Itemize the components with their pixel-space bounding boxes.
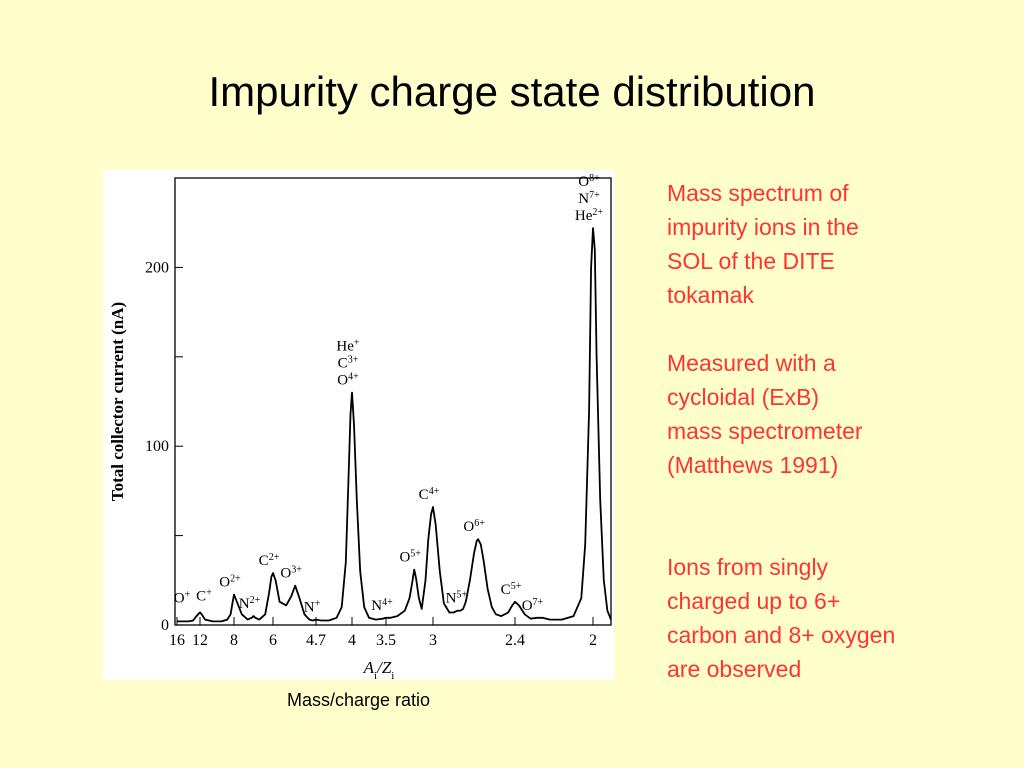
- peak-label-charge: +: [354, 337, 360, 348]
- peak-label-charge: 2+: [250, 595, 261, 606]
- peak-label-charge: 2+: [592, 207, 603, 218]
- peak-label: N7+: [578, 190, 600, 208]
- peak-label-element: O: [399, 550, 410, 566]
- peak-label-element: O: [522, 598, 533, 614]
- peak-label-element: He: [575, 208, 593, 224]
- peak-label-charge: 4+: [348, 371, 359, 382]
- peak-label: O+: [174, 589, 191, 607]
- peak-label: O8+: [578, 173, 600, 191]
- peak-label-charge: 3+: [291, 564, 302, 575]
- peak-label-charge: 2+: [230, 573, 241, 584]
- peak-label-element: C: [338, 356, 348, 372]
- peak-label-charge: 6+: [474, 518, 485, 529]
- peak-label-element: O: [219, 575, 230, 591]
- peak-label-charge: +: [185, 589, 191, 600]
- peak-label: N5+: [446, 589, 468, 607]
- note-spectrum-description: Mass spectrum of impurity ions in the SO…: [667, 180, 859, 308]
- peak-label-charge: 4+: [429, 485, 440, 496]
- spectrum-figure: 0 100 200 Total collector current (nA) 16 12 8…: [103, 170, 614, 680]
- plot-frame: [174, 177, 612, 626]
- x-axis-label-part: /Z: [376, 658, 392, 677]
- peak-label: He+: [336, 337, 360, 355]
- peak-label-element: O: [280, 566, 291, 582]
- x-tick-label: 6: [269, 632, 277, 649]
- slide-title: Impurity charge state distribution: [208, 68, 816, 115]
- peak-label-charge: 8+: [589, 173, 600, 184]
- peak-label-charge: 2+: [269, 552, 280, 563]
- peak-label-element: N: [446, 591, 457, 607]
- x-tick-label: 3: [429, 632, 437, 649]
- peak-label-element: C: [196, 588, 206, 604]
- peak-label-charge: 5+: [410, 548, 421, 559]
- y-tick-label: 0: [161, 617, 169, 634]
- x-tick-label: 4: [348, 632, 356, 649]
- x-tick-label: 2: [589, 632, 597, 649]
- peak-label-element: N: [304, 600, 315, 616]
- peak-label: O2+: [219, 573, 241, 591]
- x-axis-label-subscript: i: [391, 670, 394, 680]
- peak-label-element: N: [239, 596, 250, 612]
- peak-label: N4+: [371, 596, 393, 614]
- peak-label-element: O: [578, 174, 589, 190]
- y-axis-label: Total collector current (nA): [108, 302, 127, 501]
- peak-label: O6+: [463, 518, 485, 536]
- peak-label-element: C: [419, 487, 429, 503]
- peak-label-element: C: [501, 582, 511, 598]
- x-tick-label: 12: [192, 632, 208, 649]
- peak-label: C5+: [501, 580, 522, 598]
- peak-label-charge: +: [206, 587, 212, 598]
- y-tick-label: 100: [145, 438, 169, 455]
- peak-label-element: He: [336, 339, 354, 355]
- peak-label-element: O: [174, 590, 185, 606]
- peak-label: C+: [196, 587, 212, 605]
- peak-label-charge: 7+: [589, 190, 600, 201]
- peak-label: C3+: [338, 354, 359, 372]
- peak-label: O4+: [337, 371, 359, 389]
- peak-label-charge: 5+: [511, 580, 522, 591]
- peak-label: O7+: [522, 596, 544, 614]
- x-tick-label: 4.7: [306, 632, 326, 649]
- peak-label: O3+: [280, 564, 302, 582]
- note-measurement-method: Measured with a cycloidal (ExB) mass spe…: [667, 350, 863, 478]
- peak-label-charge: 3+: [348, 354, 359, 365]
- spectrum-chart: 0 100 200 Total collector current (nA) 16 12 8…: [108, 170, 612, 680]
- x-axis-label: Ai/Zi: [363, 658, 395, 680]
- peak-label-charge: 7+: [533, 596, 544, 607]
- peak-label: He2+: [575, 207, 604, 225]
- x-tick-label: 2.4: [505, 632, 525, 649]
- peak-label-charge: +: [315, 598, 321, 609]
- peak-label-charge: 5+: [456, 589, 467, 600]
- spectrum-line: [177, 227, 612, 623]
- x-axis-label-subscript: i: [374, 670, 377, 680]
- peak-label-element: N: [578, 191, 589, 207]
- peak-label-element: O: [337, 373, 348, 389]
- x-tick-label: 3.5: [376, 632, 396, 649]
- y-tick-label: 200: [145, 259, 169, 276]
- x-tick-label: 8: [230, 632, 238, 649]
- peak-label: O5+: [399, 548, 421, 566]
- peak-label: N2+: [239, 595, 261, 613]
- x-tick-label: 16: [169, 632, 185, 649]
- chart-caption: Mass/charge ratio: [286, 690, 431, 710]
- peak-label: C2+: [259, 552, 280, 570]
- note-observed-ions: Ions from singly charged up to 6+ carbon…: [667, 554, 896, 682]
- x-axis-label-part: A: [363, 658, 375, 677]
- peak-label-element: C: [579, 170, 589, 173]
- peak-label-element: N: [371, 598, 382, 614]
- peak-label-element: C: [259, 553, 269, 569]
- peak-label: N+: [304, 598, 321, 616]
- peak-label: C4+: [419, 485, 440, 503]
- peak-label-element: O: [463, 519, 474, 535]
- peak-label-charge: 4+: [382, 596, 393, 607]
- peak-label: C6+: [579, 170, 600, 173]
